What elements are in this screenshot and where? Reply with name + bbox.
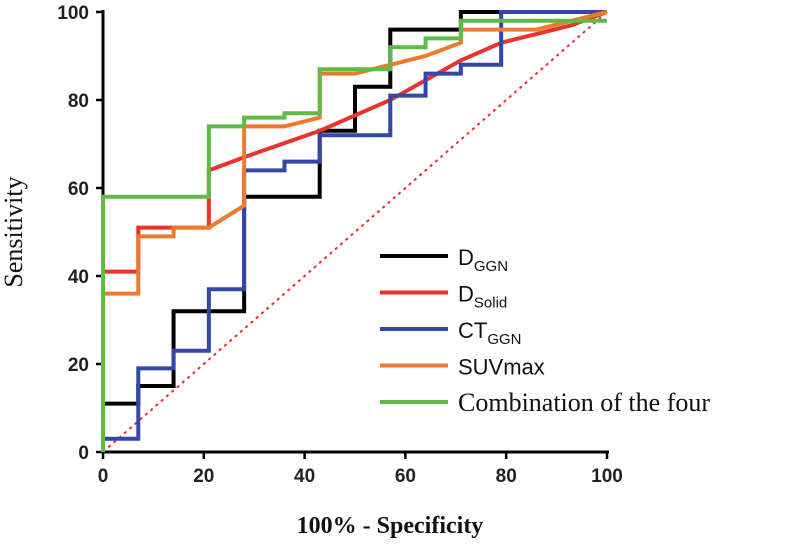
y-tick-label: 0 bbox=[78, 443, 89, 464]
legend-label-subscript: GGN bbox=[474, 258, 508, 275]
legend-label-subscript: GGN bbox=[487, 331, 521, 348]
reference-line bbox=[102, 11, 608, 453]
legend-label-main: SUVmax bbox=[458, 355, 545, 380]
series-line-suvmax bbox=[101, 10, 608, 452]
legend-label-main: D bbox=[458, 282, 474, 307]
reference-line-layer bbox=[102, 11, 608, 453]
legend-label-d-ggn: DGGN bbox=[458, 245, 508, 275]
series-line-combination-of-the-four bbox=[101, 18, 607, 452]
x-tick-label: 80 bbox=[496, 466, 517, 487]
legend-label-main: D bbox=[458, 245, 474, 270]
x-tick-label: 40 bbox=[294, 466, 315, 487]
x-tick-label: 0 bbox=[98, 466, 109, 487]
legend-label-subscript: Solid bbox=[474, 295, 507, 312]
y-tick-label: 100 bbox=[57, 3, 89, 24]
x-tick-label: 60 bbox=[395, 466, 416, 487]
x-axis-label: 100% - Specificity bbox=[297, 513, 484, 539]
series-layer bbox=[101, 10, 608, 452]
legend-label-d-solid: DSolid bbox=[458, 282, 507, 312]
legend-label-ct-ggn: CTGGN bbox=[458, 318, 522, 348]
y-tick-label: 60 bbox=[68, 179, 89, 200]
series-line-ct-ggn bbox=[101, 10, 607, 452]
legend-label-suvmax: SUVmax bbox=[458, 355, 545, 380]
y-tick-label: 20 bbox=[68, 355, 89, 376]
x-tick-label: 100 bbox=[591, 466, 623, 487]
legend-label-main: CT bbox=[458, 318, 487, 343]
legend-label-combination-of-the-four: Combination of the four bbox=[458, 388, 710, 417]
legend-label-main: Combination of the four bbox=[458, 388, 710, 417]
y-tick-label: 80 bbox=[68, 91, 89, 112]
x-tick-label: 20 bbox=[193, 466, 214, 487]
tick-labels: 0 20 40 60 80 100 0 20 40 60 80 100 bbox=[57, 3, 623, 487]
y-axis-label: Sensitivity bbox=[0, 176, 28, 287]
y-tick-label: 40 bbox=[68, 267, 89, 288]
